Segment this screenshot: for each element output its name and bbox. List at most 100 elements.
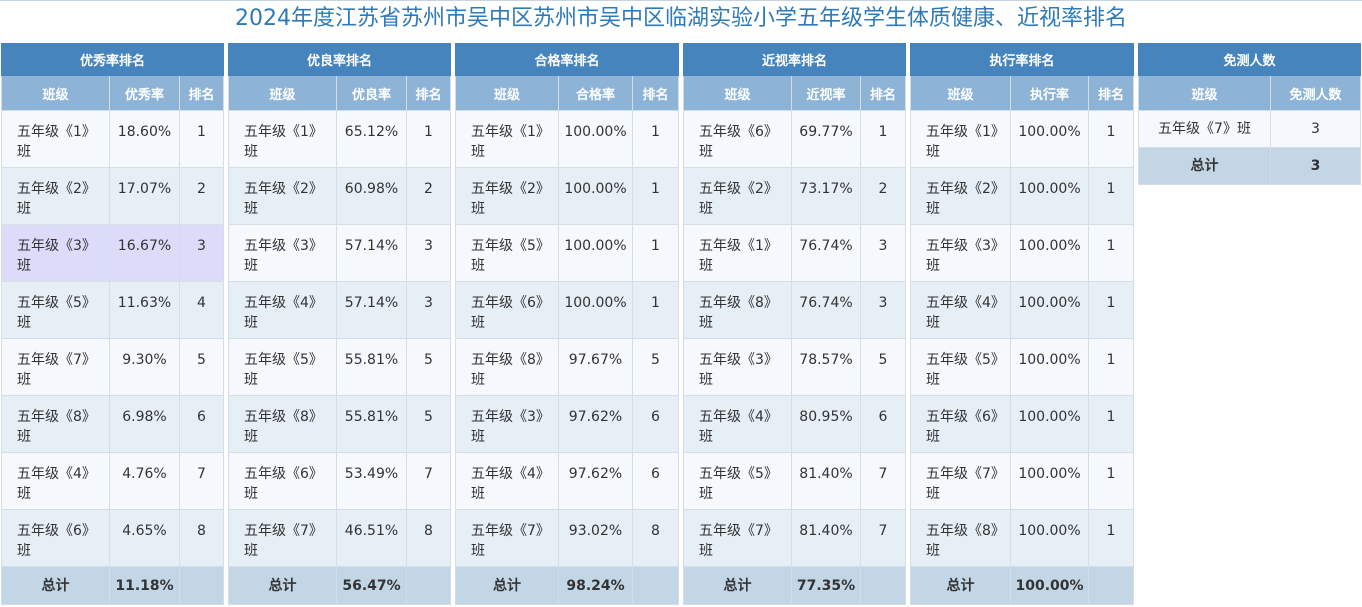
table-row: 五年级《5》班 81.40% 7 — [683, 452, 907, 510]
rate-cell: 65.12% — [336, 110, 407, 168]
rate-cell: 16.67% — [109, 224, 180, 282]
table-row: 五年级《7》班 3 — [1138, 110, 1362, 148]
rate-cell: 100.00% — [558, 167, 633, 225]
class-cell: 五年级《5》班 — [1, 281, 110, 339]
rate-cell: 81.40% — [791, 452, 861, 510]
total-label: 总计 — [1, 566, 110, 605]
rank-cell: 1 — [631, 224, 680, 282]
table-row: 五年级《8》班 100.00% 1 — [910, 509, 1135, 567]
class-cell: 五年级《7》班 — [1138, 110, 1271, 148]
table-row: 五年级《6》班 100.00% 1 — [910, 395, 1135, 453]
class-cell: 五年级《2》班 — [683, 167, 792, 225]
table-title: 免测人数 — [1137, 43, 1362, 76]
rank-cell: 3 — [859, 224, 907, 282]
rank-cell: 3 — [178, 224, 225, 282]
table-title: 执行率排名 — [909, 43, 1135, 76]
rank-cell: 1 — [1087, 509, 1135, 567]
table-row: 五年级《8》班 6.98% 6 — [1, 395, 225, 453]
class-cell: 五年级《8》班 — [910, 509, 1011, 567]
table-row: 五年级《7》班 81.40% 7 — [683, 509, 907, 567]
table-row: 五年级《7》班 100.00% 1 — [910, 452, 1135, 510]
table-row: 五年级《2》班 73.17% 2 — [683, 167, 907, 225]
table-row: 五年级《7》班 9.30% 5 — [1, 338, 225, 396]
col-header-rate: 近视率 — [791, 75, 861, 111]
class-cell: 五年级《7》班 — [455, 509, 559, 567]
rank-cell: 1 — [178, 110, 225, 168]
col-header-rank: 排名 — [178, 75, 225, 111]
table-title: 近视率排名 — [682, 43, 907, 76]
rate-cell: 4.76% — [109, 452, 180, 510]
rate-cell: 97.67% — [558, 338, 633, 396]
rank-cell: 1 — [859, 110, 907, 168]
class-cell: 五年级《7》班 — [683, 509, 792, 567]
rate-cell: 100.00% — [1010, 509, 1089, 567]
class-cell: 五年级《5》班 — [228, 338, 337, 396]
rate-cell: 17.07% — [109, 167, 180, 225]
class-cell: 五年级《7》班 — [910, 452, 1011, 510]
total-label: 总计 — [1138, 147, 1271, 185]
total-label: 总计 — [228, 566, 337, 605]
count-cell: 3 — [1269, 110, 1362, 148]
table-title: 优良率排名 — [227, 43, 452, 76]
table-row: 五年级《7》班 46.51% 8 — [228, 509, 452, 567]
rate-cell: 9.30% — [109, 338, 180, 396]
table-title: 优秀率排名 — [0, 43, 225, 76]
rate-cell: 100.00% — [558, 110, 633, 168]
class-cell: 五年级《1》班 — [683, 224, 792, 282]
class-cell: 五年级《2》班 — [1, 167, 110, 225]
rate-cell: 100.00% — [1010, 167, 1089, 225]
col-header-rank: 排名 — [631, 75, 680, 111]
rank-cell: 7 — [405, 452, 452, 510]
rate-cell: 60.98% — [336, 167, 407, 225]
rank-cell: 6 — [178, 395, 225, 453]
class-cell: 五年级《4》班 — [683, 395, 792, 453]
class-cell: 五年级《3》班 — [1, 224, 110, 282]
rank-cell: 1 — [631, 167, 680, 225]
rate-cell: 80.95% — [791, 395, 861, 453]
class-cell: 五年级《4》班 — [910, 281, 1011, 339]
table-row: 五年级《3》班 16.67% 3 — [1, 224, 225, 282]
col-header-rank: 排名 — [859, 75, 907, 111]
rank-cell: 5 — [405, 395, 452, 453]
class-cell: 五年级《6》班 — [683, 110, 792, 168]
total-value: 98.24% — [558, 566, 633, 605]
rank-cell: 4 — [178, 281, 225, 339]
rate-cell: 4.65% — [109, 509, 180, 567]
table-row: 五年级《8》班 97.67% 5 — [455, 338, 680, 396]
table-row: 五年级《2》班 100.00% 1 — [455, 167, 680, 225]
table-row: 五年级《3》班 78.57% 5 — [683, 338, 907, 396]
page-title: 2024年度江苏省苏州市吴中区苏州市吴中区临湖实验小学五年级学生体质健康、近视率… — [235, 6, 1127, 31]
table-row: 五年级《5》班 100.00% 1 — [910, 338, 1135, 396]
rank-cell: 1 — [1087, 167, 1135, 225]
class-cell: 五年级《6》班 — [910, 395, 1011, 453]
col-header-rank: 排名 — [405, 75, 452, 111]
table-row: 五年级《1》班 100.00% 1 — [455, 110, 680, 168]
table-row: 五年级《6》班 53.49% 7 — [228, 452, 452, 510]
rate-cell: 53.49% — [336, 452, 407, 510]
rank-cell: 8 — [405, 509, 452, 567]
rate-cell: 18.60% — [109, 110, 180, 168]
class-cell: 五年级《1》班 — [1, 110, 110, 168]
table-row: 五年级《2》班 100.00% 1 — [910, 167, 1135, 225]
execution-rate-table: 执行率排名 班级 执行率 排名 五年级《1》班 100.00% 1 五年级《2》班 1… — [909, 43, 1135, 605]
myopia-rate-table: 近视率排名 班级 近视率 排名 五年级《6》班 69.77% 1 五年级《2》班 73… — [682, 43, 907, 605]
rank-cell: 1 — [631, 281, 680, 339]
col-header-class: 班级 — [455, 75, 559, 111]
rank-cell: 7 — [859, 452, 907, 510]
table-row: 五年级《3》班 57.14% 3 — [228, 224, 452, 282]
total-value: 100.00% — [1010, 566, 1089, 605]
rank-cell: 6 — [859, 395, 907, 453]
total-row: 总计 77.35% — [683, 566, 907, 605]
col-header-rate: 优良率 — [336, 75, 407, 111]
table-row: 五年级《2》班 60.98% 2 — [228, 167, 452, 225]
rate-cell: 55.81% — [336, 338, 407, 396]
rate-cell: 100.00% — [1010, 452, 1089, 510]
rate-cell: 100.00% — [558, 224, 633, 282]
col-header-class: 班级 — [1138, 75, 1271, 111]
rank-cell: 8 — [631, 509, 680, 567]
rank-cell: 2 — [178, 167, 225, 225]
table-row: 五年级《4》班 57.14% 3 — [228, 281, 452, 339]
class-cell: 五年级《5》班 — [455, 224, 559, 282]
rate-cell: 100.00% — [1010, 338, 1089, 396]
rate-cell: 100.00% — [1010, 224, 1089, 282]
